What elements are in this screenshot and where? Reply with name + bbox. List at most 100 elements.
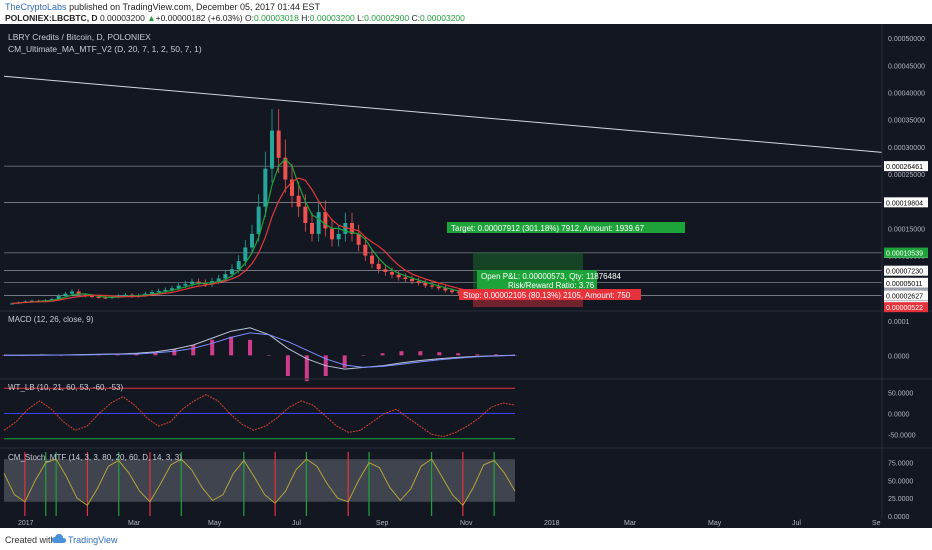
macd-y-tick: 0.0000 xyxy=(888,353,910,360)
y-tick-label: 0.00015000 xyxy=(888,226,925,233)
candle-body xyxy=(323,212,328,229)
stoch-panel[interactable] xyxy=(3,452,516,516)
candle-body xyxy=(296,195,301,207)
candle-body xyxy=(396,274,401,278)
candle-body xyxy=(410,279,414,282)
candle-body xyxy=(330,228,334,240)
ma-slow-line xyxy=(11,177,473,305)
footer: Created with TradingView xyxy=(0,528,932,550)
y-tick-label: 0.00035000 xyxy=(888,118,925,125)
pnl-label-box xyxy=(477,270,597,291)
price-tag: 0.00002627 xyxy=(886,294,923,301)
wt-line xyxy=(3,394,516,438)
ma-fast-line xyxy=(11,158,473,305)
candle-body xyxy=(96,296,101,298)
macd-histogram-bar xyxy=(437,352,442,356)
macd-histogram-bar xyxy=(172,349,177,356)
macd-panel[interactable] xyxy=(2,327,517,382)
price-tag: 0.00010539 xyxy=(886,251,923,258)
x-tick-label: Se xyxy=(872,520,881,527)
y-tick-label: 0.00040000 xyxy=(888,91,925,98)
candle-body xyxy=(50,299,54,301)
x-tick-label: Jul xyxy=(792,520,801,527)
macd-histogram-bar xyxy=(475,354,480,356)
macd-histogram-bar xyxy=(191,345,196,356)
stop-label: Stop: 0.00002105 (80.13%) 2105, Amount: … xyxy=(463,291,631,300)
x-tick-label: Nov xyxy=(460,520,473,527)
candle-body xyxy=(336,233,341,240)
price-tag: 0.00005011 xyxy=(886,281,923,288)
candle-body xyxy=(216,278,221,282)
price-tag-box xyxy=(884,197,928,208)
stoch-band xyxy=(4,459,515,502)
macd-histogram-bar xyxy=(210,339,215,356)
candle-body xyxy=(403,277,408,280)
y-tick-label: 0.00045000 xyxy=(888,63,925,70)
price-tag-box xyxy=(884,290,928,301)
x-tick-label: 2018 xyxy=(544,520,560,527)
open-label: O: xyxy=(245,13,254,23)
macd-title: MACD (12, 26, close, 9) xyxy=(8,315,94,324)
candle-body xyxy=(70,291,74,294)
price-tag: 0.00000522 xyxy=(886,305,923,312)
candle-body xyxy=(90,295,94,297)
chart-area[interactable]: Target: 0.00007912 (301.18%) 7912, Amoun… xyxy=(0,24,932,528)
macd-y-tick: 0.0001 xyxy=(888,319,910,326)
up-arrow-icon: ▲ xyxy=(147,13,156,23)
tradingview-cloud-icon xyxy=(52,534,66,546)
open-value: 0.00003018 xyxy=(253,13,299,23)
candle-body xyxy=(383,269,388,272)
wt-y-tick: 0.0000 xyxy=(888,412,910,419)
main-title: LBRY Credits / Bitcoin, D, POLONIEX xyxy=(8,32,151,42)
candle-body xyxy=(450,290,454,293)
macd-histogram-bar xyxy=(304,355,309,382)
price-tag: 0.00026461 xyxy=(886,164,923,171)
macd-histogram-bar xyxy=(456,353,461,356)
candle-body xyxy=(343,223,348,234)
last-price: 0.00003200 xyxy=(99,13,145,23)
close-label: C: xyxy=(411,13,420,23)
candle-body xyxy=(10,303,14,305)
candle-body xyxy=(243,247,248,262)
macd-histogram-bar xyxy=(115,354,120,356)
candle-body xyxy=(170,288,174,290)
macd-histogram-bar xyxy=(248,339,253,356)
candle-body xyxy=(230,269,234,275)
created-with-text: Created with xyxy=(5,535,56,545)
candle-body xyxy=(156,290,161,293)
chart-svg[interactable]: Target: 0.00007912 (301.18%) 7912, Amoun… xyxy=(0,24,932,528)
price-tag: 0.00007230 xyxy=(886,269,923,276)
main-price-panel[interactable]: Target: 0.00007912 (301.18%) 7912, Amoun… xyxy=(3,75,883,308)
candle-body xyxy=(363,244,368,256)
candle-body xyxy=(310,223,314,234)
candle-body xyxy=(163,289,168,291)
candle-body xyxy=(76,291,81,295)
symbol-label: POLONIEX:LBCBTC, D xyxy=(5,13,98,23)
candle-body xyxy=(276,130,281,158)
target-label: Target: 0.00007912 (301.18%) 7912, Amoun… xyxy=(451,224,645,233)
pnl-label: Open P&L: 0.00000573, Qty: 11876484 xyxy=(481,272,622,281)
wt-panel[interactable] xyxy=(3,387,516,440)
price-tag-box xyxy=(884,277,928,288)
price-tag-box xyxy=(884,265,928,276)
candle-body xyxy=(370,255,374,264)
low-label: L: xyxy=(357,13,365,23)
trend-line xyxy=(3,75,883,153)
macd-histogram-bar xyxy=(380,353,385,356)
stop-label-box xyxy=(459,289,641,300)
wt-title: WT_LB (10, 21, 60, 53, -60, -53) xyxy=(8,383,124,392)
published-text: published on TradingView.com, December 0… xyxy=(69,2,321,12)
x-tick-label: May xyxy=(208,520,222,527)
ohlc-line: POLONIEX:LBCBTC, D 0.00003200 ▲+0.000001… xyxy=(5,13,465,23)
macd-histogram-bar xyxy=(418,351,423,356)
stoch-y-tick: 75.0000 xyxy=(888,461,913,468)
x-tick-label: 2017 xyxy=(18,520,34,527)
x-tick-label: Mar xyxy=(624,520,637,527)
tradingview-link[interactable]: TradingView xyxy=(68,535,118,545)
wt-y-tick: 50.0000 xyxy=(888,391,913,398)
publisher-link[interactable]: TheCryptoLabs xyxy=(5,2,67,12)
price-tag-box xyxy=(884,161,928,172)
y-tick-label: 0.00025000 xyxy=(888,172,925,179)
stoch-k-line xyxy=(3,458,516,507)
candle-body xyxy=(236,261,241,270)
